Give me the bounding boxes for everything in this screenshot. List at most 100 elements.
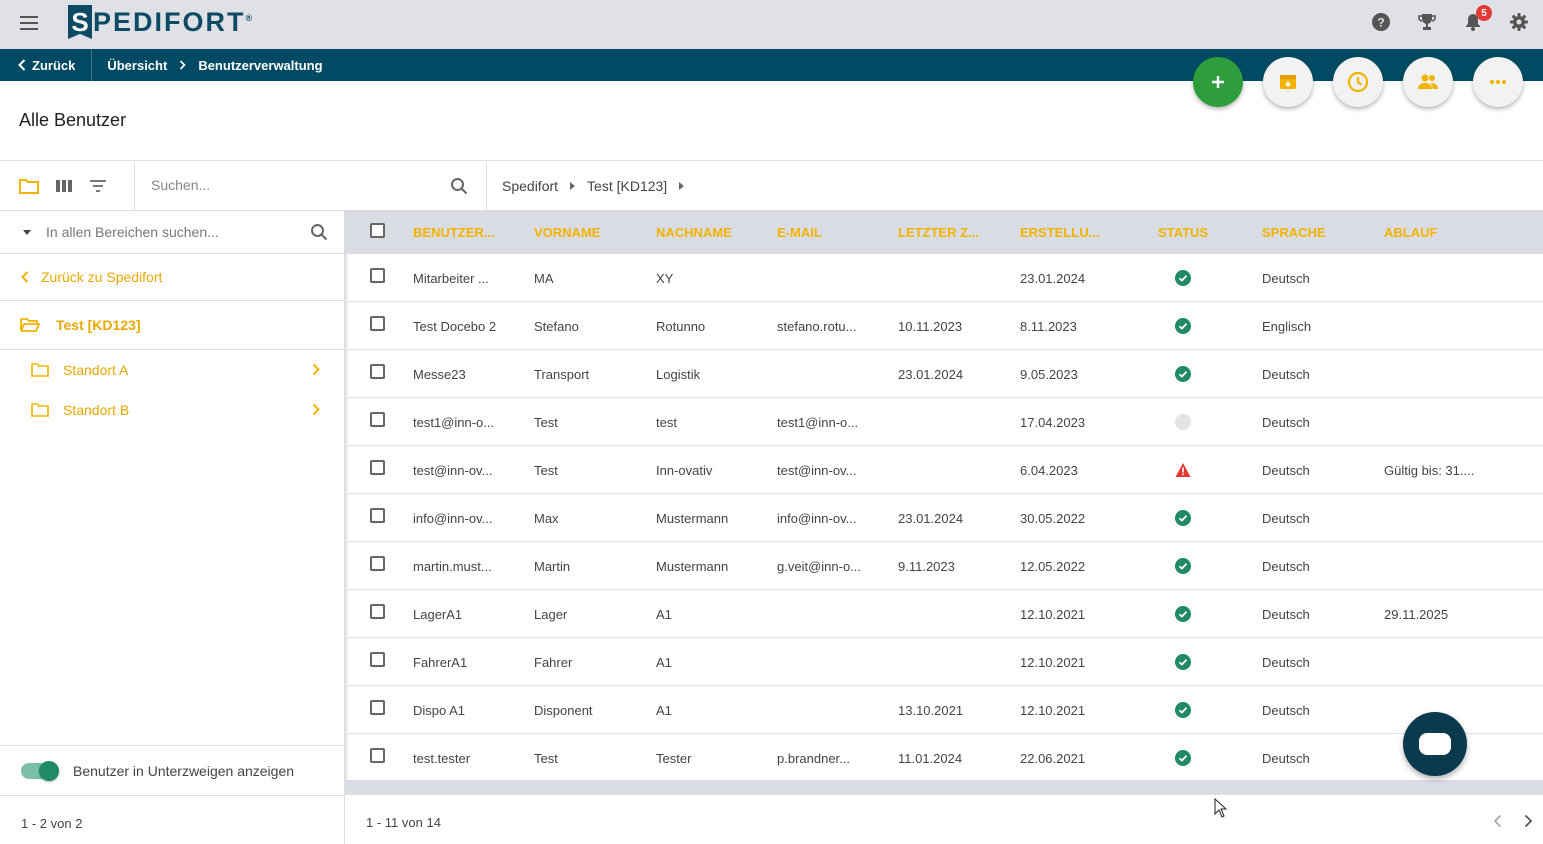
cell-lastname: Inn-ovativ (656, 463, 713, 478)
folder-breadcrumb: Spedifort Test [KD123] (502, 178, 685, 194)
sidebar-item-standort-a[interactable]: Standort A (0, 350, 344, 390)
cell-lastname: A1 (656, 655, 672, 670)
archive-icon (1280, 75, 1296, 89)
chat-button[interactable] (1403, 712, 1467, 776)
cell-lastname: XY (656, 271, 674, 286)
row-checkbox[interactable] (370, 412, 385, 427)
select-all-checkbox[interactable] (370, 223, 385, 238)
search-input[interactable] (151, 177, 441, 193)
page-title: Alle Benutzer (19, 110, 127, 130)
table-row[interactable]: test1@inn-o... Test test test1@inn-o... 17.0… (345, 398, 1543, 446)
table-row[interactable]: Messe23 Transport Logistik 23.01.2024 9.05.2… (345, 350, 1543, 398)
menu-icon[interactable] (20, 16, 38, 30)
horizontal-scrollbar[interactable] (345, 780, 1543, 794)
col-header-created[interactable]: Erstellu... (1020, 225, 1100, 240)
caret-down-icon[interactable] (23, 230, 31, 235)
col-header-lastname[interactable]: Nachname (656, 225, 732, 240)
filter-icon[interactable] (89, 180, 107, 192)
sidebar-pagination: 1 - 2 von 2 (0, 795, 344, 844)
table-row[interactable]: test@inn-ov... Test Inn-ovativ test@inn-ov.… (345, 446, 1543, 494)
cell-username: Test Docebo 2 (413, 319, 497, 334)
row-checkbox[interactable] (370, 268, 385, 283)
table-row[interactable]: info@inn-ov... Max Mustermann info@inn-ov..… (345, 494, 1543, 542)
cell-language: Deutsch (1262, 655, 1310, 670)
table-row[interactable]: LagerA1 Lager A1 12.10.2021 Deutsch 29.11.202… (345, 590, 1543, 638)
search-icon[interactable] (310, 223, 328, 241)
row-checkbox[interactable] (370, 556, 385, 571)
col-header-username[interactable]: Benutzer... (413, 225, 495, 240)
plus-icon (1212, 76, 1224, 88)
col-header-language[interactable]: Sprache (1262, 225, 1326, 240)
help-icon[interactable]: ? (1371, 12, 1391, 32)
prev-page-icon[interactable] (1493, 814, 1502, 828)
cell-last-login: 23.01.2024 (898, 367, 964, 382)
sidebar-search-input[interactable] (46, 224, 296, 240)
caret-right-icon[interactable] (679, 182, 685, 190)
chevron-right-icon[interactable] (312, 363, 320, 376)
cell-username: test@inn-ov... (413, 463, 493, 478)
row-checkbox[interactable] (370, 700, 385, 715)
logo-letter: S (68, 5, 92, 39)
sidebar-back[interactable]: Zurück zu Spedifort (0, 254, 344, 301)
next-page-icon[interactable] (1524, 814, 1533, 828)
groups-button[interactable] (1403, 57, 1453, 107)
row-checkbox[interactable] (370, 652, 385, 667)
crumb-spedifort[interactable]: Spedifort (502, 178, 559, 194)
subbranch-toggle[interactable] (21, 760, 59, 781)
history-button[interactable] (1333, 57, 1383, 107)
table-row[interactable]: test.tester Test Tester p.brandner... 11.01.… (345, 734, 1543, 782)
crumb-test[interactable]: Test [KD123] (587, 178, 668, 194)
cell-firstname: MA (534, 271, 554, 286)
subbranch-toggle-label: Benutzer in Unterzweigen anzeigen (73, 762, 295, 779)
cell-email: stefano.rotu... (777, 319, 857, 334)
sidebar-current-folder[interactable]: Test [KD123] (0, 301, 344, 350)
col-header-last-login[interactable]: Letzter Z... (898, 225, 979, 240)
add-user-button[interactable] (1193, 57, 1243, 107)
table-row[interactable]: Dispo A1 Disponent A1 13.10.2021 12.10.2021 D… (345, 686, 1543, 734)
columns-icon[interactable] (55, 179, 73, 193)
row-checkbox[interactable] (370, 460, 385, 475)
sidebar-item-label: Standort B (63, 402, 130, 418)
col-header-email[interactable]: E-Mail (777, 225, 822, 240)
back-button[interactable]: Zurück (0, 49, 93, 81)
search-box (135, 161, 487, 211)
cell-firstname: Fahrer (534, 655, 573, 670)
status-ok-icon (1175, 558, 1191, 574)
trophy-icon[interactable] (1417, 12, 1437, 32)
col-header-firstname[interactable]: Vorname (534, 225, 601, 240)
table-row[interactable]: Mitarbeiter ... MA XY 23.01.2024 Deutsch (345, 254, 1543, 302)
col-header-status[interactable]: Status (1158, 225, 1209, 240)
sidebar-item-standort-b[interactable]: Standort B (0, 390, 344, 430)
col-header-expiry[interactable]: Ablauf (1384, 225, 1438, 240)
row-checkbox[interactable] (370, 748, 385, 763)
folder-view-icon[interactable] (19, 178, 39, 194)
table-row[interactable]: martin.must... Martin Mustermann g.veit@inn… (345, 542, 1543, 590)
cell-language: Deutsch (1262, 367, 1310, 382)
search-icon[interactable] (450, 177, 468, 195)
cell-created: 6.04.2023 (1020, 463, 1078, 478)
cell-language: Deutsch (1262, 415, 1310, 430)
status-ok-icon (1175, 366, 1191, 382)
row-checkbox[interactable] (370, 604, 385, 619)
cell-firstname: Transport (534, 367, 590, 382)
cell-created: 12.10.2021 (1020, 607, 1086, 622)
row-checkbox[interactable] (370, 316, 385, 331)
bell-icon[interactable]: 5 (1463, 5, 1492, 32)
logo[interactable]: S PEDIFORT® (68, 4, 252, 40)
status-ok-icon (1175, 270, 1191, 286)
breadcrumb-user-management[interactable]: Benutzerverwaltung (198, 57, 323, 73)
status-ok-icon (1175, 318, 1191, 334)
breadcrumb-overview[interactable]: Übersicht (107, 57, 168, 73)
row-checkbox[interactable] (370, 364, 385, 379)
clock-icon (1347, 71, 1369, 93)
sidebar-current-label: Test [KD123] (56, 317, 141, 333)
archive-button[interactable] (1263, 57, 1313, 107)
cell-username: test.tester (413, 751, 471, 766)
table-row[interactable]: Test Docebo 2 Stefano Rotunno stefano.rotu.… (345, 302, 1543, 350)
table-row[interactable]: FahrerA1 Fahrer A1 12.10.2021 Deutsch (345, 638, 1543, 686)
chevron-right-icon[interactable] (312, 403, 320, 416)
row-checkbox[interactable] (370, 508, 385, 523)
cell-language: Deutsch (1262, 511, 1310, 526)
gear-icon[interactable] (1509, 12, 1529, 32)
more-button[interactable] (1473, 57, 1523, 107)
